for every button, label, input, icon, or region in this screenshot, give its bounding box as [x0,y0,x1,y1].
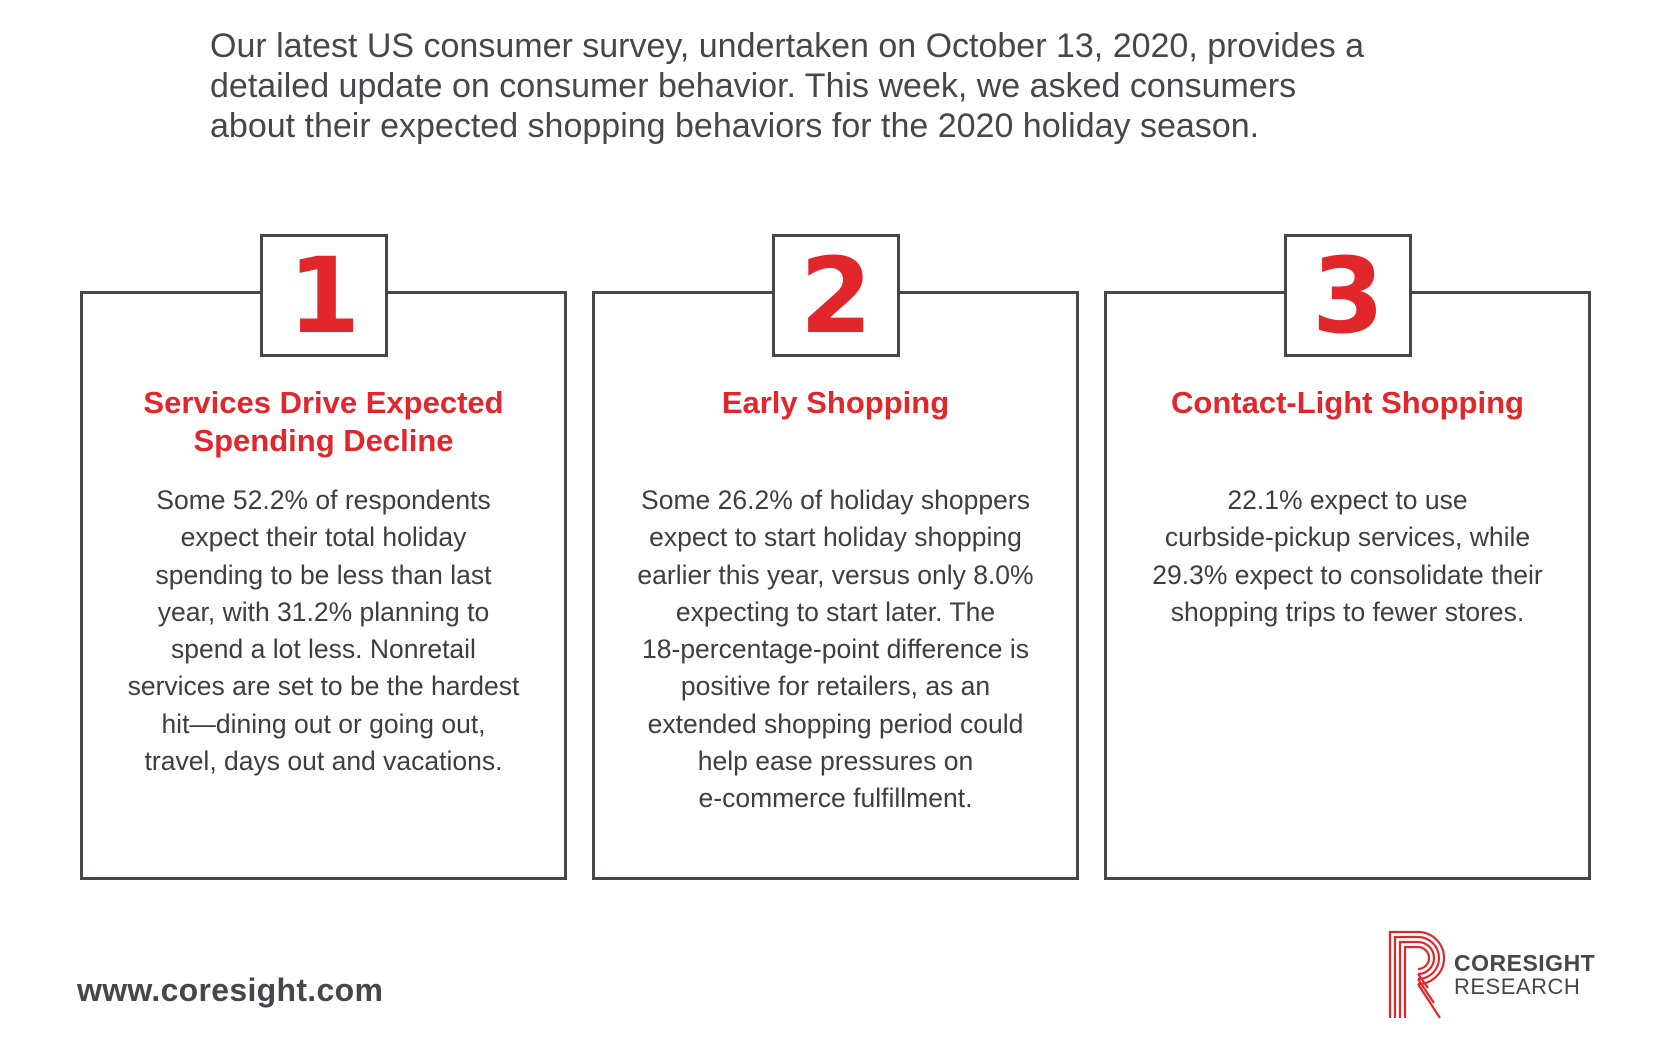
card-body-line: e-commerce fulfillment. [698,783,973,814]
card-body-line: hit—dining out or going out, [161,708,486,739]
card-body-line: expecting to start later. The [675,596,996,627]
card-body-line: spend a lot less. Nonretail [171,634,476,665]
card-number: 2 [799,234,873,357]
card-title-line: Contact-Light Shopping [1171,385,1524,420]
card-body-line: 29.3% expect to consolidate their [1152,559,1543,590]
card-number: 1 [287,234,361,357]
card-body-line: services are set to be the hardest [127,671,520,702]
number-badge-2: 2 [772,234,900,357]
number-badge-1: 1 [260,234,388,357]
logo-name: CORESIGHT [1454,950,1596,976]
card-body-line: year, with 31.2% planning to [157,596,490,627]
card-title: Contact-Light Shopping [1107,384,1588,422]
card-title: Services Drive Expected Spending Decline [83,384,564,460]
card-body: Some 52.2% of respondents expect their t… [83,482,564,780]
card-body-line: help ease pressures on [697,746,974,777]
card-body: 22.1% expect to use curbside-pickup serv… [1107,482,1588,631]
card-contact-light: Contact-Light Shopping 22.1% expect to u… [1104,291,1591,880]
card-body-line: travel, days out and vacations. [144,746,503,777]
card-body-line: Some 26.2% of holiday shoppers [641,485,1030,515]
intro-line: Our latest US consumer survey, undertake… [210,27,1365,65]
coresight-r-icon [1388,930,1446,1019]
card-title-line: Spending Decline [193,423,454,458]
card-number: 3 [1311,234,1385,357]
card-body-line: positive for retailers, as an [680,671,991,702]
intro-paragraph: Our latest US consumer survey, undertake… [210,26,1510,146]
logo-subtitle: RESEARCH [1454,974,1581,999]
number-badge-3: 3 [1284,234,1412,357]
card-body-line: Some 52.2% of respondents [156,485,491,515]
intro-line: about their expected shopping behaviors … [210,107,1260,145]
card-body: Some 26.2% of holiday shoppers expect to… [595,482,1076,818]
card-body-line: spending to be less than last [155,559,492,590]
card-body-line: earlier this year, versus only 8.0% [637,559,1034,590]
website-link[interactable]: www.coresight.com [77,972,384,1008]
card-title-line: Services Drive Expected [143,385,504,420]
card-body-line: expect to start holiday shopping [649,522,1022,553]
card-early-shopping: Early Shopping Some 26.2% of holiday sho… [592,291,1079,880]
card-services: Services Drive Expected Spending Decline… [80,291,567,880]
card-title: Early Shopping [595,384,1076,422]
card-body-line: 18-percentage-point difference is [642,634,1029,665]
card-title-line: Early Shopping [721,385,950,420]
card-body-line: expect their total holiday [180,522,467,553]
intro-line: detailed update on consumer behavior. Th… [210,67,1297,105]
card-body-line: 22.1% expect to use [1227,485,1468,515]
card-body-line: extended shopping period could [647,708,1024,739]
card-body-line: shopping trips to fewer stores. [1170,596,1525,627]
card-body-line: curbside-pickup services, while [1164,522,1531,553]
coresight-logo: CORESIGHT RESEARCH [1388,930,1598,1020]
